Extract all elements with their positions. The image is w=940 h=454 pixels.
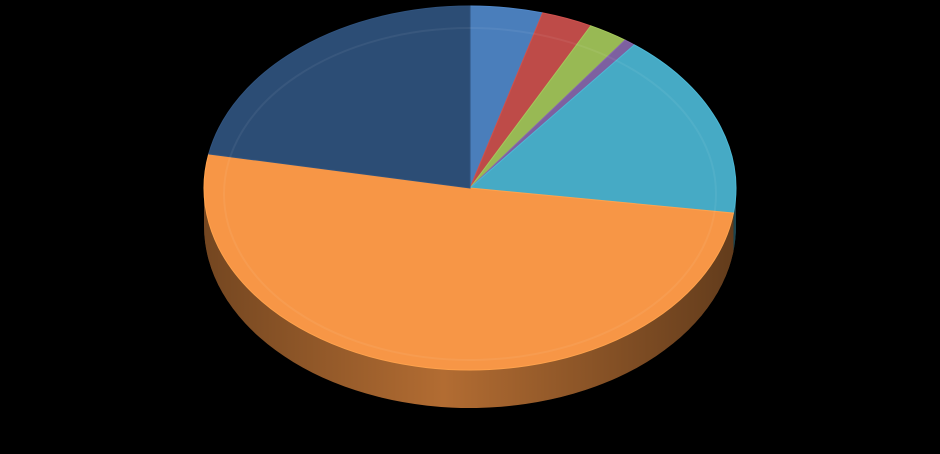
pie-slice-5 xyxy=(203,153,735,371)
pie-side-shading xyxy=(204,188,736,408)
pie-slice-6 xyxy=(208,5,471,189)
pie-top-faces xyxy=(203,5,737,371)
pie-slice-4 xyxy=(468,44,737,214)
pie-top-bevel xyxy=(223,27,717,361)
